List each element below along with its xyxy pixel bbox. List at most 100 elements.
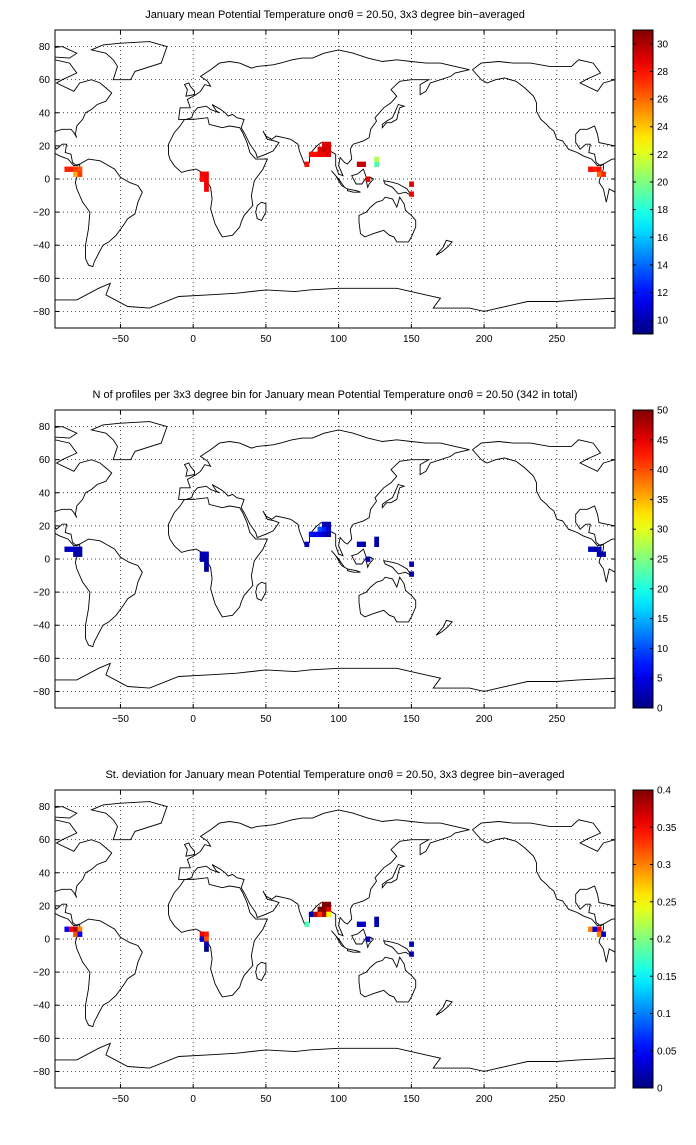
data-cell bbox=[326, 906, 332, 913]
coastline bbox=[55, 1042, 615, 1088]
data-cell bbox=[317, 531, 323, 538]
data-cell bbox=[596, 551, 602, 557]
data-cell bbox=[601, 171, 606, 177]
data-cell bbox=[356, 161, 362, 167]
coastline-layer bbox=[55, 41, 615, 328]
data-cell bbox=[321, 141, 327, 148]
y-tick-label: −20 bbox=[33, 208, 50, 219]
x-tick-label: −50 bbox=[112, 1094, 129, 1105]
colorbar-tick-label: 0.15 bbox=[657, 972, 677, 983]
data-cell bbox=[409, 191, 414, 197]
data-cell bbox=[356, 541, 362, 547]
data-cell bbox=[73, 926, 78, 932]
coastline bbox=[331, 170, 348, 190]
data-cell bbox=[601, 551, 606, 557]
y-tick-label: 20 bbox=[39, 901, 51, 912]
data-cell bbox=[317, 906, 323, 913]
y-tick-label: −60 bbox=[33, 654, 50, 665]
data-cell bbox=[409, 951, 414, 957]
colorbar-tick-label: 0.25 bbox=[657, 897, 677, 908]
data-cells bbox=[64, 141, 606, 197]
data-cell bbox=[374, 916, 380, 923]
x-tick-label: 0 bbox=[190, 1094, 196, 1105]
data-cell bbox=[199, 556, 205, 562]
colorbar-tick-label: 12 bbox=[657, 288, 669, 299]
coastline bbox=[331, 550, 348, 570]
x-tick-label: 200 bbox=[476, 714, 493, 725]
data-cell bbox=[304, 921, 310, 927]
data-cell bbox=[77, 551, 83, 557]
data-cell bbox=[73, 166, 78, 172]
data-cell bbox=[596, 931, 602, 937]
data-cell bbox=[77, 926, 83, 932]
data-cells bbox=[64, 521, 606, 577]
grid bbox=[55, 410, 615, 708]
x-tick-label: 100 bbox=[330, 1094, 347, 1105]
data-cell bbox=[317, 146, 323, 153]
data-cell bbox=[308, 911, 314, 918]
y-tick-label: 0 bbox=[44, 935, 50, 946]
chart-title: January mean Potential Temperature onσθ … bbox=[145, 9, 525, 21]
data-cell bbox=[199, 936, 205, 942]
data-cell bbox=[374, 536, 380, 543]
data-cell bbox=[409, 561, 414, 567]
data-cell bbox=[204, 556, 209, 562]
data-cell bbox=[361, 161, 366, 167]
data-cell bbox=[204, 931, 209, 937]
x-tick-label: 0 bbox=[190, 714, 196, 725]
data-cell bbox=[365, 556, 371, 562]
data-cell bbox=[321, 906, 327, 913]
coastline bbox=[74, 918, 143, 1028]
colorbar-tick-label: 30 bbox=[657, 525, 669, 536]
y-tick-label: −80 bbox=[33, 307, 50, 318]
coastline bbox=[178, 49, 470, 177]
data-cell bbox=[321, 531, 327, 538]
data-cell bbox=[73, 546, 78, 552]
coastline bbox=[382, 940, 412, 956]
coastline bbox=[168, 877, 269, 998]
data-cell bbox=[68, 546, 74, 552]
y-tick-label: −80 bbox=[33, 687, 50, 698]
data-cell bbox=[374, 161, 380, 167]
x-tick-label: 150 bbox=[403, 1094, 420, 1105]
colorbar-tick-label: 18 bbox=[657, 205, 669, 216]
colorbar-tick-label: 0.3 bbox=[657, 860, 671, 871]
data-cell bbox=[313, 911, 318, 918]
colorbar-tick-label: 45 bbox=[657, 435, 669, 446]
data-cell bbox=[321, 146, 327, 153]
y-tick-label: 40 bbox=[39, 488, 51, 499]
data-cell bbox=[77, 546, 83, 552]
data-cell bbox=[365, 936, 371, 942]
x-tick-label: 250 bbox=[548, 714, 565, 725]
colorbar-tick-label: 0.05 bbox=[657, 1046, 677, 1057]
x-tick-label: 150 bbox=[403, 714, 420, 725]
data-cell bbox=[77, 171, 83, 177]
data-cell bbox=[321, 901, 327, 908]
coastline bbox=[358, 196, 417, 243]
data-cell bbox=[409, 571, 414, 577]
data-cell bbox=[596, 171, 602, 177]
colorbar-tick-label: 15 bbox=[657, 614, 669, 625]
data-cell bbox=[326, 526, 332, 533]
data-cell bbox=[321, 521, 327, 528]
data-cell bbox=[356, 921, 362, 927]
data-cell bbox=[409, 181, 414, 187]
x-tick-label: 50 bbox=[260, 334, 272, 345]
y-tick-label: −60 bbox=[33, 1034, 50, 1045]
coastline bbox=[183, 82, 196, 97]
y-tick-label: 0 bbox=[44, 175, 50, 186]
data-cell bbox=[313, 151, 318, 158]
y-tick-label: −60 bbox=[33, 274, 50, 285]
coastline bbox=[74, 158, 143, 268]
data-cell bbox=[204, 941, 209, 947]
y-tick-label: 80 bbox=[39, 802, 51, 813]
data-cell bbox=[596, 926, 602, 932]
coastline bbox=[381, 863, 406, 889]
data-cell bbox=[64, 926, 70, 932]
data-cell bbox=[361, 541, 366, 547]
x-tick-label: 100 bbox=[330, 334, 347, 345]
coastline bbox=[89, 41, 168, 81]
colorbar: 0 5 10 15 20 25 30 35 40 45 50 bbox=[632, 406, 669, 715]
colorbar-tick-label: 0 bbox=[657, 704, 663, 715]
colorbar-tick-label: 35 bbox=[657, 495, 669, 506]
